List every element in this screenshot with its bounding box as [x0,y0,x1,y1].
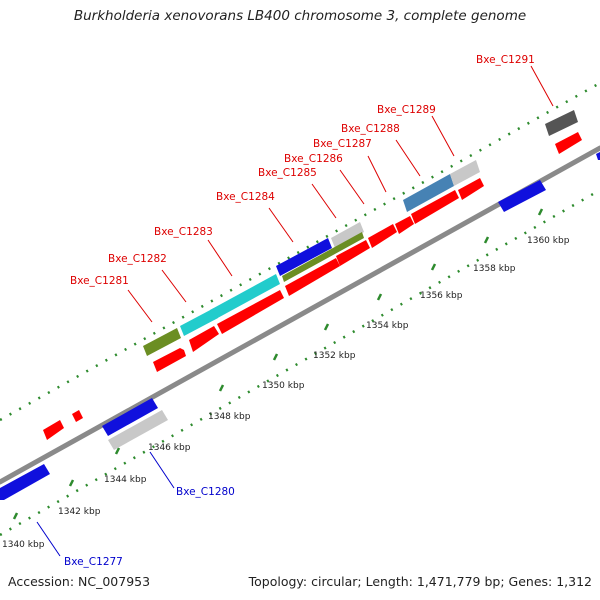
gene-C1280b[interactable] [108,410,168,450]
tick-mark [537,208,544,216]
gene-red-9[interactable] [458,178,484,200]
gene-red-12[interactable] [72,410,83,422]
gene-label[interactable]: Bxe_C1286 [284,153,343,165]
accession-text: Accession: NC_007953 [8,574,151,589]
gene-red-2[interactable] [189,326,219,352]
gene-C1284[interactable] [276,238,332,276]
gene-red-5[interactable] [336,240,370,266]
gene-red-4[interactable] [285,258,340,296]
callout-lines [36,65,554,557]
tick-label: 1354 kbp [366,321,409,331]
gene-label[interactable]: Bxe_C1288 [341,123,400,135]
gene-C1285b[interactable] [282,232,364,282]
tick-label: 1358 kbp [473,264,516,274]
tick-label: 1356 kbp [420,291,463,301]
gene-red-10[interactable] [555,132,582,154]
tick-group: 1340 kbp 1342 kbp 1344 kbp 1346 kbp 1348 kbp… [2,208,570,550]
gene-red-1[interactable] [153,348,186,372]
gene-C1282[interactable] [180,308,218,336]
gene-label[interactable]: Bxe_C1291 [476,54,535,66]
gene-label[interactable]: Bxe_C1280 [176,486,235,498]
gene-C1280a[interactable] [102,398,158,436]
tick-mark [114,447,121,455]
gene-label[interactable]: Bxe_C1285 [258,167,317,179]
tick-label: 1342 kbp [58,507,101,517]
gene-label[interactable]: Bxe_C1283 [154,226,213,238]
gene-red-8[interactable] [411,190,459,224]
gene-C1288[interactable] [403,174,454,212]
tick-label: 1344 kbp [104,475,147,485]
reverse-dotted-guide [0,188,600,537]
gene-C1277[interactable] [0,464,50,500]
tick-mark [218,384,225,392]
tick-label: 1340 kbp [2,540,45,550]
gene-red-11[interactable] [43,420,64,440]
gene-label[interactable]: Bxe_C1281 [70,275,129,287]
map-title: Burkholderia xenovorans LB400 chromosome… [73,8,527,24]
gene-red-6[interactable] [368,224,397,248]
tick-mark [430,263,437,271]
tick-label: 1350 kbp [262,381,305,391]
tick-mark [12,512,19,520]
tick-mark [483,236,490,244]
gene-C1285[interactable] [331,222,364,248]
tick-mark [272,353,279,361]
tick-mark [376,293,383,301]
gene-label[interactable]: Bxe_C1289 [377,104,436,116]
gene-label[interactable]: Bxe_C1287 [313,138,372,150]
forward-dotted-guide [0,81,600,422]
gene-blue-edge[interactable] [596,152,600,160]
genome-summary-text: Topology: circular; Length: 1,471,779 bp… [248,574,592,589]
gene-blue-right[interactable] [498,180,546,212]
tick-mark [68,479,75,487]
gene-C1291[interactable] [545,110,578,136]
tick-label: 1346 kbp [148,443,191,453]
tick-label: 1348 kbp [208,412,251,422]
gene-label[interactable]: Bxe_C1282 [108,253,167,265]
gene-C1289[interactable] [450,160,480,186]
tick-label: 1360 kbp [527,236,570,246]
tick-label: 1352 kbp [313,351,356,361]
gene-C1283[interactable] [210,274,280,320]
gene-C1281[interactable] [143,328,181,356]
gene-red-3[interactable] [217,290,284,334]
gene-label[interactable]: Bxe_C1277 [64,556,123,568]
tick-mark [323,323,330,331]
gene-features [0,110,600,500]
gene-label[interactable]: Bxe_C1284 [216,191,275,203]
gene-red-7[interactable] [395,216,414,234]
gene-label-group: Bxe_C1277 Bxe_C1280 Bxe_C1281 Bxe_C1282 Bxe_… [64,54,535,568]
